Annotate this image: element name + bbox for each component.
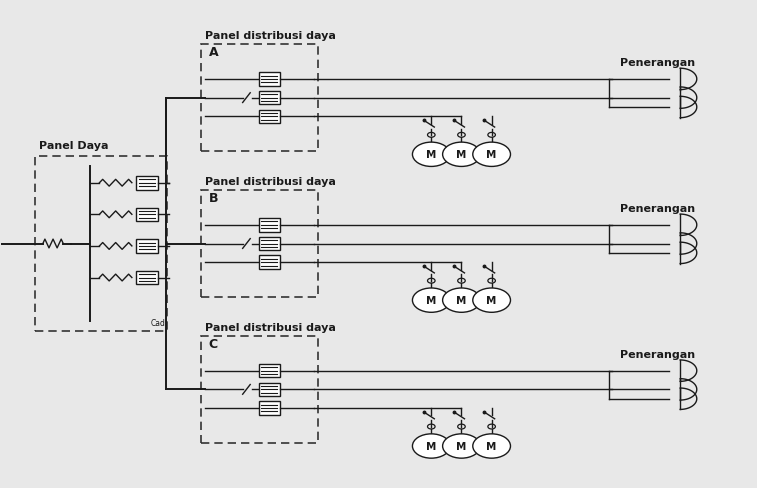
Bar [136, 177, 157, 190]
Bar [258, 364, 279, 378]
Bar [258, 219, 279, 232]
Text: M: M [426, 296, 437, 305]
Circle shape [413, 434, 450, 458]
Circle shape [443, 288, 481, 313]
Text: Cad: Cad [150, 319, 165, 327]
Text: Penerangan: Penerangan [620, 204, 695, 214]
Bar [258, 402, 279, 415]
Bar [258, 92, 279, 105]
Circle shape [473, 434, 510, 458]
Bar [258, 73, 279, 86]
Text: Penerangan: Penerangan [620, 58, 695, 68]
Bar [136, 208, 157, 222]
Bar [136, 240, 157, 253]
Bar [36, 157, 167, 331]
Text: Penerangan: Penerangan [620, 349, 695, 359]
Bar [258, 110, 279, 124]
Circle shape [443, 143, 481, 167]
Text: C: C [209, 337, 218, 350]
Text: Panel distribusi daya: Panel distribusi daya [205, 323, 336, 332]
Text: A: A [209, 46, 219, 59]
Circle shape [443, 434, 481, 458]
Bar [201, 45, 318, 152]
Text: M: M [426, 150, 437, 160]
Text: Panel distribusi daya: Panel distribusi daya [205, 31, 336, 41]
Text: M: M [456, 441, 466, 451]
Bar [258, 237, 279, 251]
Text: M: M [487, 296, 497, 305]
Text: M: M [426, 441, 437, 451]
Text: M: M [456, 296, 466, 305]
Text: B: B [209, 191, 218, 204]
Bar [136, 271, 157, 285]
Text: Panel Daya: Panel Daya [39, 141, 108, 151]
Text: M: M [456, 150, 466, 160]
Text: M: M [487, 150, 497, 160]
Bar [201, 336, 318, 443]
Circle shape [413, 288, 450, 313]
Bar [258, 256, 279, 269]
Text: M: M [487, 441, 497, 451]
Circle shape [413, 143, 450, 167]
Circle shape [473, 143, 510, 167]
Bar [258, 383, 279, 396]
Circle shape [473, 288, 510, 313]
Bar [201, 191, 318, 297]
Text: Panel distribusi daya: Panel distribusi daya [205, 177, 336, 187]
